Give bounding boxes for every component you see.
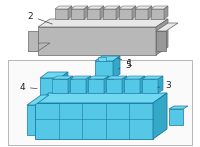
Polygon shape	[124, 76, 145, 79]
Polygon shape	[104, 76, 109, 93]
Bar	[98, 57, 106, 61]
Text: 5: 5	[119, 61, 131, 70]
Polygon shape	[38, 27, 156, 55]
Polygon shape	[95, 61, 113, 79]
Polygon shape	[158, 76, 163, 93]
Polygon shape	[27, 105, 35, 135]
Polygon shape	[106, 79, 122, 93]
Polygon shape	[119, 6, 136, 9]
Polygon shape	[27, 95, 49, 105]
Polygon shape	[151, 9, 164, 19]
Polygon shape	[142, 76, 163, 79]
Polygon shape	[113, 56, 120, 79]
Text: 3: 3	[158, 81, 171, 90]
Polygon shape	[68, 76, 73, 93]
Polygon shape	[138, 81, 150, 95]
Bar	[54, 100, 59, 104]
Polygon shape	[138, 77, 155, 81]
Polygon shape	[52, 76, 73, 79]
Polygon shape	[169, 109, 183, 125]
Polygon shape	[55, 6, 72, 9]
Polygon shape	[71, 9, 84, 19]
Polygon shape	[68, 6, 72, 19]
Polygon shape	[95, 56, 120, 61]
Polygon shape	[119, 9, 132, 19]
Polygon shape	[55, 9, 68, 19]
Polygon shape	[103, 9, 116, 19]
Polygon shape	[116, 6, 120, 19]
Text: 4: 4	[19, 82, 37, 91]
Polygon shape	[70, 76, 91, 79]
Polygon shape	[40, 72, 68, 78]
Polygon shape	[35, 93, 167, 103]
Polygon shape	[106, 76, 127, 79]
Polygon shape	[35, 103, 153, 139]
Polygon shape	[135, 9, 148, 19]
Polygon shape	[52, 79, 68, 93]
Polygon shape	[153, 93, 167, 139]
Polygon shape	[148, 6, 152, 19]
Polygon shape	[135, 6, 152, 9]
Polygon shape	[28, 43, 50, 51]
Polygon shape	[124, 79, 140, 93]
Polygon shape	[156, 19, 168, 55]
Polygon shape	[132, 6, 136, 19]
Polygon shape	[86, 76, 91, 93]
Polygon shape	[140, 76, 145, 93]
Polygon shape	[151, 6, 168, 9]
Polygon shape	[70, 79, 86, 93]
Polygon shape	[169, 106, 188, 109]
Polygon shape	[84, 6, 88, 19]
Polygon shape	[122, 76, 127, 93]
Text: 2: 2	[27, 11, 52, 24]
Polygon shape	[40, 78, 60, 100]
Polygon shape	[88, 79, 104, 93]
Polygon shape	[164, 6, 168, 19]
Polygon shape	[156, 23, 178, 31]
Polygon shape	[87, 6, 104, 9]
Polygon shape	[60, 72, 68, 100]
Text: 1: 1	[118, 58, 133, 67]
Polygon shape	[103, 6, 120, 9]
Polygon shape	[87, 9, 100, 19]
Bar	[8, 60, 192, 145]
Polygon shape	[156, 31, 166, 51]
Polygon shape	[71, 6, 88, 9]
Polygon shape	[100, 6, 104, 19]
Bar	[48, 100, 53, 104]
Polygon shape	[38, 19, 168, 27]
Polygon shape	[88, 76, 109, 79]
Polygon shape	[28, 31, 38, 51]
Polygon shape	[150, 77, 155, 95]
Bar	[42, 100, 47, 104]
Polygon shape	[142, 79, 158, 93]
